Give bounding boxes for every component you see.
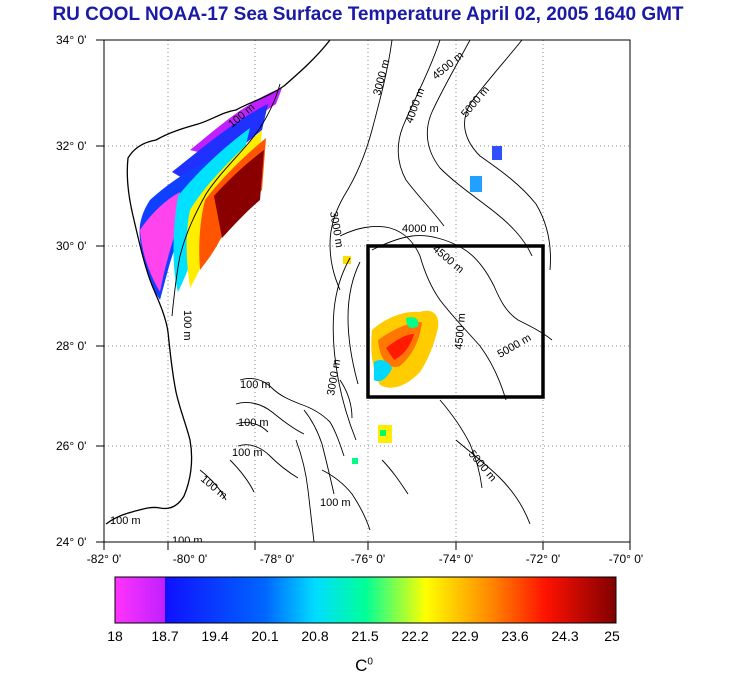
colorbar-tick-label: 20.1 <box>251 628 279 644</box>
y-tick-label: 28° 0' <box>56 339 87 353</box>
depth-label-4000: 4000 m <box>402 223 439 235</box>
colorbar-tick-label: 24.3 <box>551 628 579 644</box>
x-tick-label: -72° 0' <box>525 552 561 566</box>
colorbar-unit: C0 <box>355 656 373 676</box>
depth-label-4500: 4500 m <box>430 243 466 276</box>
x-tick-label: -76° 0' <box>350 552 386 566</box>
x-tick-label: -82° 0' <box>86 552 122 566</box>
depth-label-100: 100 m <box>238 417 269 429</box>
depth-label-100: 100 m <box>172 535 203 547</box>
depth-label-100: 100 m <box>181 310 193 341</box>
colorbar-tick-label: 19.4 <box>201 628 229 644</box>
tick-marks <box>96 39 631 550</box>
x-tick-label: -78° 0' <box>259 552 295 566</box>
colorbar-tick-label: 25 <box>604 628 620 644</box>
colorbar-tick-label: 18.7 <box>151 628 179 644</box>
colorbar <box>114 576 617 624</box>
colorbar-tick-label: 18 <box>107 628 123 644</box>
depth-label-5000: 5000 m <box>496 332 534 361</box>
depth-label-4500: 4500 m <box>430 50 466 83</box>
depth-label-4500: 4500 m <box>453 313 468 351</box>
depth-label-5000: 5000 m <box>459 84 492 120</box>
bathymetry-contours <box>171 40 553 542</box>
x-tick-label: -70° 0' <box>608 552 644 566</box>
depth-label-100: 100 m <box>198 473 229 502</box>
unit-superscript: 0 <box>367 656 373 668</box>
colorbar-tick-label: 23.6 <box>501 628 529 644</box>
sst-coastal-band <box>139 88 282 300</box>
y-tick-label: 24° 0' <box>56 535 87 549</box>
depth-label-100: 100 m <box>110 515 141 527</box>
depth-label-5000: 5000 m <box>466 448 499 484</box>
study-box <box>366 244 545 399</box>
colorbar-tick-label: 20.8 <box>301 628 329 644</box>
x-tick-label: -74° 0' <box>438 552 474 566</box>
unit-label: C <box>355 656 368 675</box>
y-tick-label: 30° 0' <box>56 239 87 253</box>
depth-label-4000: 4000 m <box>404 86 428 125</box>
colorbar-tick-label: 21.5 <box>351 628 379 644</box>
depth-label-100: 100 m <box>320 497 351 509</box>
coastline <box>105 40 331 525</box>
y-tick-label: 26° 0' <box>56 439 87 453</box>
y-tick-label: 34° 0' <box>56 33 87 47</box>
x-tick-label: -80° 0' <box>172 552 208 566</box>
colorbar-tick-label: 22.9 <box>451 628 479 644</box>
sst-offshore-patch <box>343 146 502 464</box>
depth-label-100: 100 m <box>240 379 271 391</box>
depth-label-3000: 3000 m <box>371 58 392 97</box>
map-title: RU COOL NOAA-17 Sea Surface Temperature … <box>52 4 684 25</box>
colorbar-tick-label: 22.2 <box>401 628 429 644</box>
y-tick-label: 32° 0' <box>56 139 87 153</box>
plot-frame <box>103 39 631 543</box>
depth-label-100: 100 m <box>232 447 263 459</box>
